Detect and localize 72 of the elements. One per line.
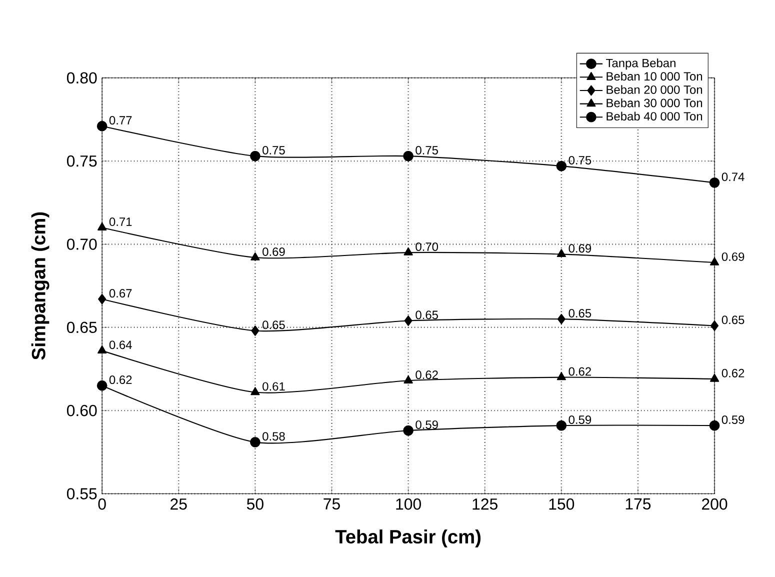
point <box>709 420 720 431</box>
point <box>404 316 412 326</box>
point <box>404 247 413 256</box>
point <box>98 222 107 230</box>
data-label: 0.69 <box>722 252 744 261</box>
data-label: 0.74 <box>722 172 744 182</box>
x-tick-label: 125 <box>472 498 498 510</box>
data-label: 0.70 <box>416 242 438 251</box>
x-tick-label: 0 <box>98 498 106 510</box>
legend-label: Beban 30 000 Ton <box>606 98 702 108</box>
legend-label: Beban 20 000 Ton <box>606 85 702 94</box>
data-label: 0.75 <box>262 146 285 155</box>
point <box>709 178 720 188</box>
x-tick-label: 50 <box>246 498 264 510</box>
x-tick-label: 200 <box>702 498 728 510</box>
point <box>556 249 566 258</box>
data-label: 0.65 <box>568 309 592 318</box>
data-label: 0.59 <box>416 420 438 429</box>
data-label: 0.62 <box>722 368 744 378</box>
y-tick-label: 0.60 <box>66 404 97 416</box>
point <box>98 346 107 354</box>
data-label: 0.77 <box>109 116 132 125</box>
point <box>403 425 414 436</box>
data-label: 0.75 <box>416 146 438 155</box>
x-tick-label: 175 <box>626 498 651 510</box>
point <box>250 387 260 396</box>
legend-label: Bebab 40 000 Ton <box>606 112 702 121</box>
point <box>710 257 720 266</box>
data-label: 0.64 <box>109 340 132 350</box>
point <box>98 294 106 304</box>
data-label: 0.69 <box>262 248 285 256</box>
x-tick-label: 100 <box>396 498 421 510</box>
point <box>710 320 719 331</box>
point <box>404 375 413 384</box>
data-label: 0.59 <box>722 416 744 424</box>
y-tick-label: 0.65 <box>66 322 97 334</box>
y-tick-label: 0.80 <box>66 72 97 84</box>
data-label: 0.69 <box>568 244 592 253</box>
y-axis-title: Simpangan (cm) <box>31 212 50 360</box>
point <box>556 420 567 431</box>
x-tick-label: 75 <box>324 498 340 510</box>
data-label: 0.65 <box>416 310 438 320</box>
point <box>556 372 566 380</box>
point <box>96 120 108 132</box>
point <box>96 380 108 391</box>
data-label: 0.62 <box>109 376 132 384</box>
legend-label: Tanpa Beban <box>606 58 676 70</box>
x-tick-label: 25 <box>170 498 187 510</box>
point <box>556 160 567 172</box>
point <box>251 326 260 336</box>
point <box>403 150 414 162</box>
point <box>557 314 566 324</box>
point <box>710 374 720 382</box>
data-label: 0.75 <box>568 156 592 164</box>
point <box>250 252 260 260</box>
y-tick-label: 0.70 <box>66 238 97 250</box>
data-label: 0.62 <box>568 367 591 376</box>
y-tick-label: 0.75 <box>66 155 97 167</box>
legend-label: Beban 10 000 Ton <box>606 72 702 81</box>
data-label: 0.61 <box>262 382 285 391</box>
point <box>250 437 260 448</box>
x-axis-title: Tebal Pasir (cm) <box>335 530 481 548</box>
data-label: 0.62 <box>416 370 438 380</box>
data-label: 0.65 <box>262 320 285 330</box>
data-label: 0.71 <box>109 218 132 226</box>
data-label: 0.67 <box>109 289 132 298</box>
point <box>250 150 260 162</box>
x-tick-label: 150 <box>549 498 574 510</box>
data-label: 0.59 <box>568 416 592 424</box>
data-label: 0.58 <box>262 432 285 441</box>
y-tick-label: 0.55 <box>66 488 97 500</box>
data-label: 0.65 <box>722 316 744 324</box>
